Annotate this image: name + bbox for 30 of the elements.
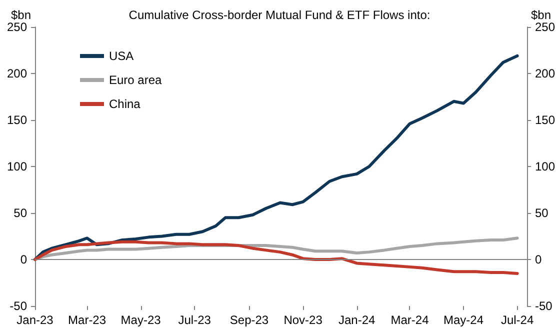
y2-tick-label: 150 (535, 113, 556, 127)
y-tick-label: 50 (14, 206, 28, 220)
y-axis-title: $bn (10, 8, 31, 22)
x-tick-label: Mar-24 (390, 313, 430, 327)
y2-tick-label: 100 (535, 160, 556, 174)
x-tick-label: Nov-23 (284, 313, 323, 327)
legend-label: USA (109, 49, 134, 63)
x-tick-label: Jan-23 (16, 313, 54, 327)
x-tick-label: Sep-23 (230, 313, 269, 327)
legend-label: Euro area (109, 73, 162, 87)
y-tick-label: 0 (20, 252, 28, 266)
y-tick-label: -50 (10, 299, 28, 313)
x-tick-label: Jan-24 (338, 313, 376, 327)
y-tick-label: 200 (6, 66, 28, 80)
y-tick-label: 100 (6, 160, 28, 174)
x-tick-label: Mar-23 (68, 313, 106, 327)
y2-tick-label: -50 (535, 299, 553, 313)
x-tick-label: May-24 (444, 313, 484, 327)
y2-tick-label: 200 (535, 66, 556, 80)
y2-tick-label: 250 (535, 20, 556, 34)
x-tick-label: May-23 (120, 313, 162, 327)
chart-title: Cumulative Cross-border Mutual Fund & ETF Flows into: (128, 8, 430, 22)
y2-tick-label: 50 (535, 206, 549, 220)
y2-tick-label: 0 (535, 252, 542, 266)
x-tick-label: Jul-23 (178, 313, 212, 327)
y2-axis-title: $bn (531, 8, 552, 22)
legend-label: China (109, 97, 141, 111)
y-tick-label: 150 (6, 113, 28, 127)
x-tick-label: Jul-24 (500, 313, 534, 327)
y-tick-label: 250 (6, 20, 28, 34)
